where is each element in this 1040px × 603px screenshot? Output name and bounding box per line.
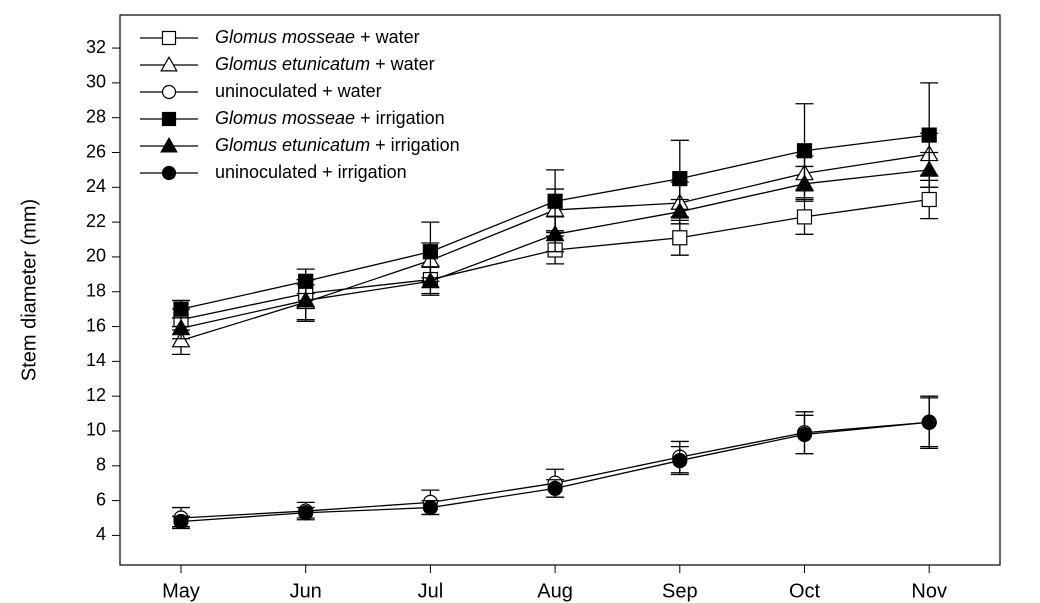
y-tick-label: 8 bbox=[96, 455, 106, 475]
marker bbox=[795, 174, 814, 191]
y-tick-label: 26 bbox=[86, 141, 106, 161]
y-axis-label: Stem diameter (mm) bbox=[18, 199, 40, 381]
x-tick-label: Aug bbox=[537, 580, 573, 602]
marker bbox=[160, 136, 178, 153]
legend-italic: Glomus etunicatum bbox=[215, 135, 370, 155]
legend-label: Glomus etunicatum + water bbox=[215, 54, 435, 74]
marker bbox=[670, 202, 690, 219]
marker bbox=[173, 301, 189, 317]
marker bbox=[796, 143, 813, 159]
marker bbox=[672, 171, 688, 187]
marker bbox=[796, 426, 813, 443]
x-tick-label: May bbox=[162, 580, 200, 602]
marker bbox=[161, 84, 177, 100]
y-tick-label: 14 bbox=[86, 350, 106, 370]
y-tick-label: 16 bbox=[86, 315, 106, 335]
marker bbox=[919, 160, 939, 177]
legend-label: uninoculated + water bbox=[215, 81, 382, 101]
legend-label: Glomus mosseae + water bbox=[215, 27, 420, 47]
y-tick-label: 28 bbox=[86, 106, 106, 126]
y-tick-label: 30 bbox=[86, 72, 106, 92]
x-tick-label: Nov bbox=[911, 580, 947, 602]
marker bbox=[420, 271, 440, 289]
y-tick-label: 4 bbox=[96, 524, 106, 544]
y-tick-label: 32 bbox=[86, 37, 106, 57]
marker bbox=[298, 505, 314, 521]
marker bbox=[921, 414, 937, 430]
marker bbox=[173, 513, 189, 530]
marker bbox=[422, 499, 438, 516]
legend-text: + irrigation bbox=[370, 135, 460, 155]
legend-text: + water bbox=[355, 27, 420, 47]
marker bbox=[422, 244, 438, 260]
marker bbox=[796, 209, 813, 225]
marker bbox=[672, 230, 688, 246]
marker bbox=[545, 224, 565, 242]
marker bbox=[547, 480, 563, 497]
legend-label: Glomus mosseae + irrigation bbox=[215, 108, 445, 128]
y-tick-label: 6 bbox=[96, 489, 106, 509]
marker bbox=[161, 165, 177, 181]
x-tick-label: Jul bbox=[418, 580, 444, 602]
marker bbox=[296, 290, 316, 308]
marker bbox=[171, 318, 191, 336]
legend-label: uninoculated + irrigation bbox=[215, 162, 407, 182]
legend-label: Glomus etunicatum + irrigation bbox=[215, 135, 460, 155]
x-tick-label: Oct bbox=[789, 580, 821, 602]
y-tick-label: 24 bbox=[86, 176, 106, 196]
marker bbox=[547, 193, 563, 209]
x-tick-label: Sep bbox=[662, 580, 698, 602]
legend-text: + water bbox=[370, 54, 435, 74]
marker bbox=[921, 127, 937, 143]
y-tick-label: 18 bbox=[86, 280, 106, 300]
y-tick-label: 10 bbox=[86, 420, 106, 440]
marker bbox=[161, 30, 177, 46]
marker bbox=[672, 452, 688, 469]
legend-italic: Glomus etunicatum bbox=[215, 54, 370, 74]
legend-italic: Glomus mosseae bbox=[215, 108, 355, 128]
legend-text: uninoculated + irrigation bbox=[215, 162, 407, 182]
marker bbox=[161, 111, 177, 127]
y-tick-label: 20 bbox=[86, 246, 106, 266]
y-tick-label: 12 bbox=[86, 385, 106, 405]
marker bbox=[160, 55, 178, 72]
x-tick-label: Jun bbox=[290, 580, 322, 602]
legend-text: uninoculated + water bbox=[215, 81, 382, 101]
plot-frame bbox=[119, 14, 1001, 566]
marker bbox=[921, 191, 937, 208]
marker bbox=[171, 330, 191, 348]
legend-italic: Glomus mosseae bbox=[215, 27, 355, 47]
y-tick-label: 22 bbox=[86, 211, 106, 231]
legend-text: + irrigation bbox=[355, 108, 445, 128]
